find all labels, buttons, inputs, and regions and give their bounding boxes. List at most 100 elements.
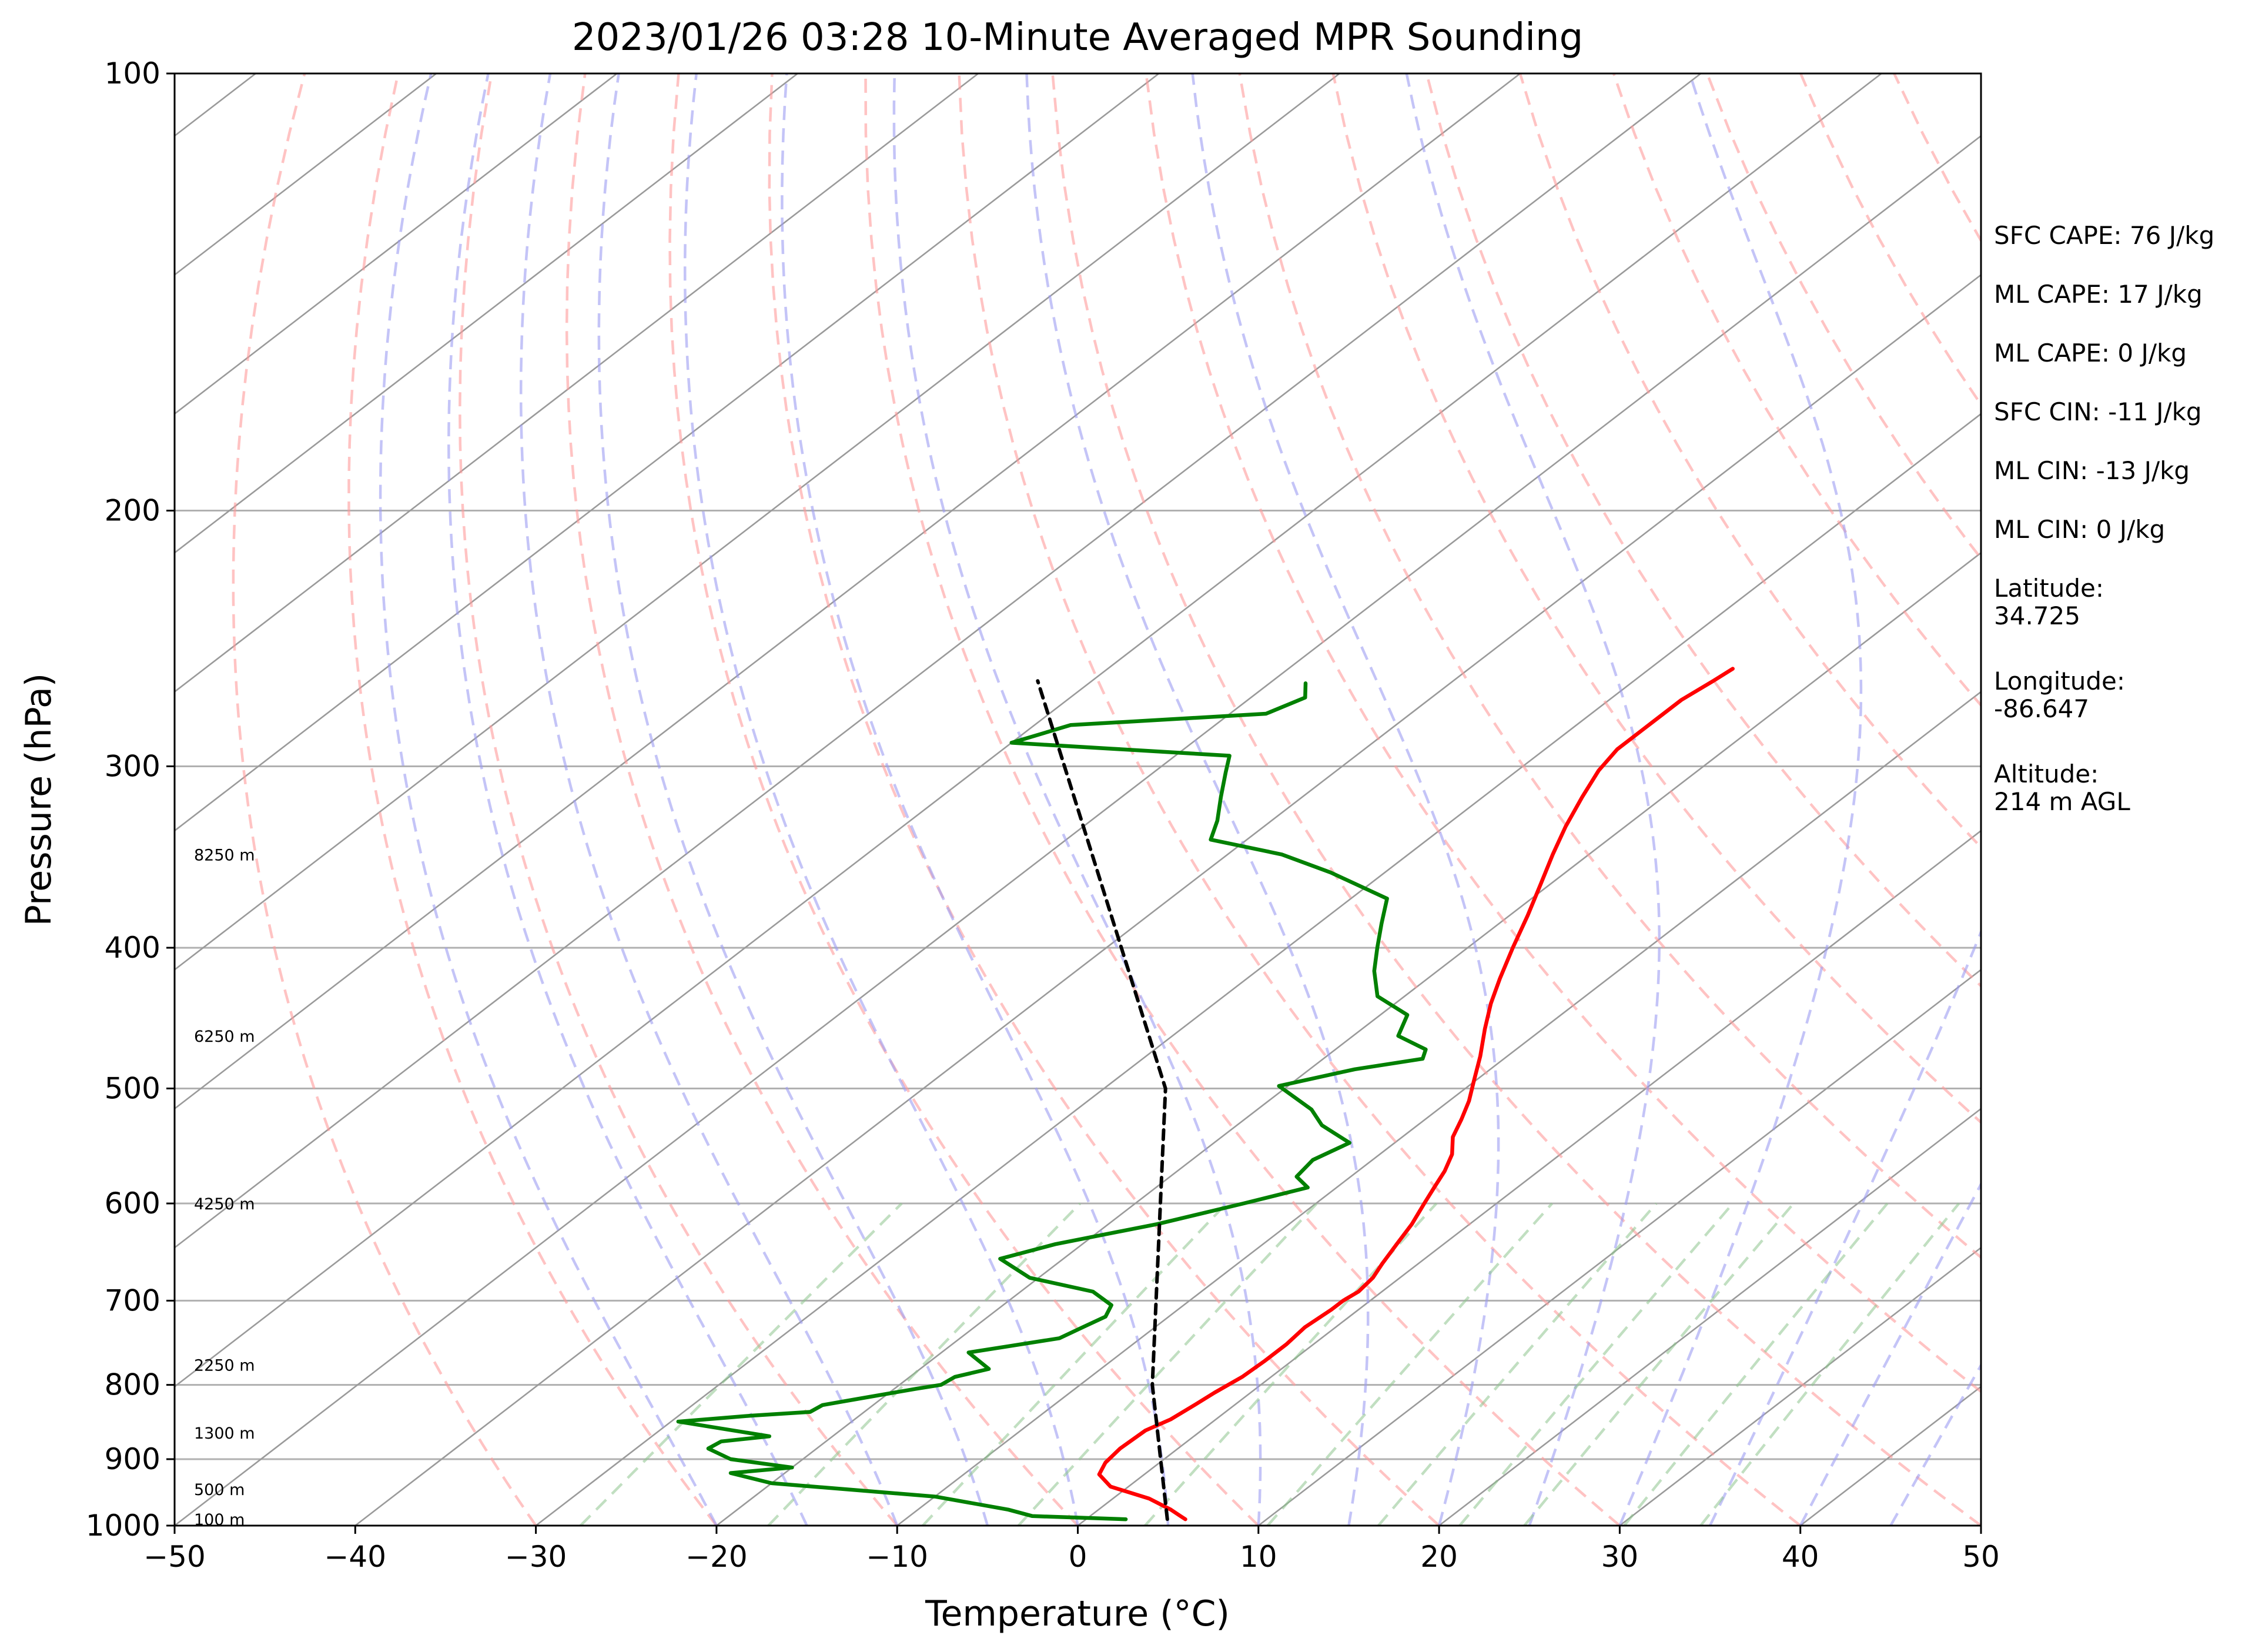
x-tick-label: 10 — [1240, 1540, 1277, 1574]
moist-adiabat — [379, 73, 718, 1526]
annotation-text: ML CIN: -13 J/kg — [1994, 456, 2190, 485]
isotherm-line — [535, 413, 1981, 1526]
x-tick-label: −50 — [143, 1540, 206, 1574]
x-tick-label: 0 — [1069, 1540, 1087, 1574]
y-tick-label: 800 — [105, 1368, 160, 1402]
annotation-text: Altitude: — [1994, 760, 2099, 788]
height-label: 8250 m — [194, 846, 255, 864]
mixing-ratio-line — [1144, 1202, 1438, 1526]
height-label: 4250 m — [194, 1195, 255, 1213]
dry-adiabat — [1051, 73, 1981, 1526]
y-tick-label: 400 — [105, 931, 160, 965]
axis-ticks: −50 −40 −30 −20 −10 0 10 20 30 40 50 100 200 300 400 50… — [86, 56, 2000, 1574]
annotation-text: ML CIN: 0 J/kg — [1994, 515, 2165, 544]
isotherm-line — [175, 73, 1160, 832]
dry-adiabat — [1518, 73, 1981, 850]
dry-adiabat — [1331, 73, 1981, 1125]
y-tick-label: 300 — [105, 749, 160, 783]
dry-adiabat — [864, 73, 1621, 1526]
y-tick-label: 700 — [105, 1283, 160, 1317]
height-label: 1300 m — [194, 1424, 255, 1443]
sounding-profiles — [676, 667, 1735, 1521]
annotation-text: Longitude: — [1994, 667, 2125, 695]
x-axis-label: Temperature (°C) — [925, 1593, 1230, 1634]
thermodynamic-guide-lines — [175, 73, 1981, 1526]
isotherm-line — [1619, 1246, 1981, 1526]
height-label: 500 m — [194, 1481, 245, 1499]
chart-title: 2023/01/26 03:28 10-Minute Averaged MPR … — [572, 16, 1583, 59]
moist-adiabat — [1708, 928, 1981, 1526]
sounding-annotations: SFC CAPE: 76 J/kg ML CAPE: 17 J/kg ML CAPE… — [1994, 221, 2214, 816]
mixing-ratio-line — [1377, 1202, 1658, 1526]
y-axis-label: Pressure (hPa) — [18, 673, 59, 926]
moist-adiabat — [597, 73, 989, 1526]
moist-adiabat — [519, 73, 899, 1526]
annotation-text: Latitude: — [1994, 574, 2104, 603]
annotation-text: SFC CAPE: 76 J/kg — [1994, 221, 2214, 250]
dry-adiabat — [1612, 73, 1981, 708]
moist-adiabat — [1618, 73, 1863, 1526]
isotherm-line — [1077, 830, 1981, 1526]
dry-adiabat — [1145, 73, 1981, 1393]
annotation-text: SFC CIN: -11 J/kg — [1994, 397, 2202, 426]
y-tick-label: 200 — [105, 494, 160, 528]
isotherm-line — [175, 73, 1521, 1110]
isotherm-line — [1438, 1108, 1981, 1526]
isotherm-line — [175, 73, 798, 554]
dry-adiabat — [1238, 73, 1981, 1259]
mixing-ratio-line — [1623, 1202, 1889, 1526]
x-tick-label: −40 — [324, 1540, 387, 1574]
dry-adiabat — [459, 73, 898, 1526]
annotation-text: -86.647 — [1994, 694, 2089, 723]
annotation-text: ML CAPE: 0 J/kg — [1994, 339, 2187, 367]
isotherm-line — [175, 73, 1882, 1388]
isotherm-line — [716, 551, 1981, 1526]
isotherm-line — [175, 73, 618, 415]
y-tick-label: 500 — [105, 1071, 160, 1105]
y-tick-label: 600 — [105, 1186, 160, 1220]
y-tick-label: 100 — [105, 56, 160, 91]
height-label: 2250 m — [194, 1357, 255, 1375]
height-label: 6250 m — [194, 1028, 255, 1046]
moist-adiabat — [1191, 73, 1500, 1526]
x-tick-label: −10 — [866, 1540, 928, 1574]
annotation-text: 214 m AGL — [1994, 787, 2130, 816]
dry-adiabat — [958, 73, 1802, 1526]
parcel-profile-line — [1036, 679, 1169, 1521]
x-tick-label: 20 — [1420, 1540, 1458, 1574]
moist-adiabat — [1025, 73, 1370, 1526]
annotation-text: ML CAPE: 17 J/kg — [1994, 280, 2203, 309]
moist-adiabat — [1799, 1181, 1981, 1526]
isotherm-line — [896, 691, 1981, 1526]
mixing-ratio-line — [1523, 1202, 1795, 1526]
isotherm-line — [175, 135, 1981, 1526]
dry-adiabat — [1425, 73, 1981, 988]
annotation-text: 34.725 — [1994, 601, 2080, 630]
mixing-ratio-line — [1458, 1202, 1734, 1526]
moist-adiabat — [447, 73, 808, 1526]
mixing-ratio-line — [1699, 1202, 1960, 1526]
moist-adiabat — [1405, 73, 1661, 1526]
temperature-profile-line — [1097, 667, 1735, 1521]
mixing-ratio-line — [1017, 1202, 1318, 1526]
x-tick-label: 50 — [1962, 1540, 2000, 1574]
isotherm-line — [354, 273, 1981, 1526]
dry-adiabat — [232, 73, 537, 1526]
moist-adiabat — [1889, 1362, 1981, 1526]
dewpoint-profile-line — [676, 681, 1428, 1521]
dry-adiabat — [565, 73, 1079, 1526]
x-tick-label: 40 — [1782, 1540, 1819, 1574]
x-tick-label: 30 — [1601, 1540, 1639, 1574]
isotherm-line — [1258, 968, 1981, 1526]
moist-adiabat — [683, 73, 1079, 1526]
isotherm-line — [175, 73, 1702, 1249]
height-label: 100 m — [194, 1511, 245, 1529]
y-tick-label: 1000 — [86, 1509, 160, 1543]
moist-adiabat — [892, 73, 1262, 1526]
height-labels: 100 m 500 m 1300 m 2250 m 4250 m 6250 m 8250 m — [194, 846, 255, 1529]
isotherm-line — [175, 73, 1340, 971]
x-tick-label: −30 — [505, 1540, 567, 1574]
y-tick-label: 900 — [105, 1442, 160, 1476]
x-tick-label: −20 — [685, 1540, 748, 1574]
